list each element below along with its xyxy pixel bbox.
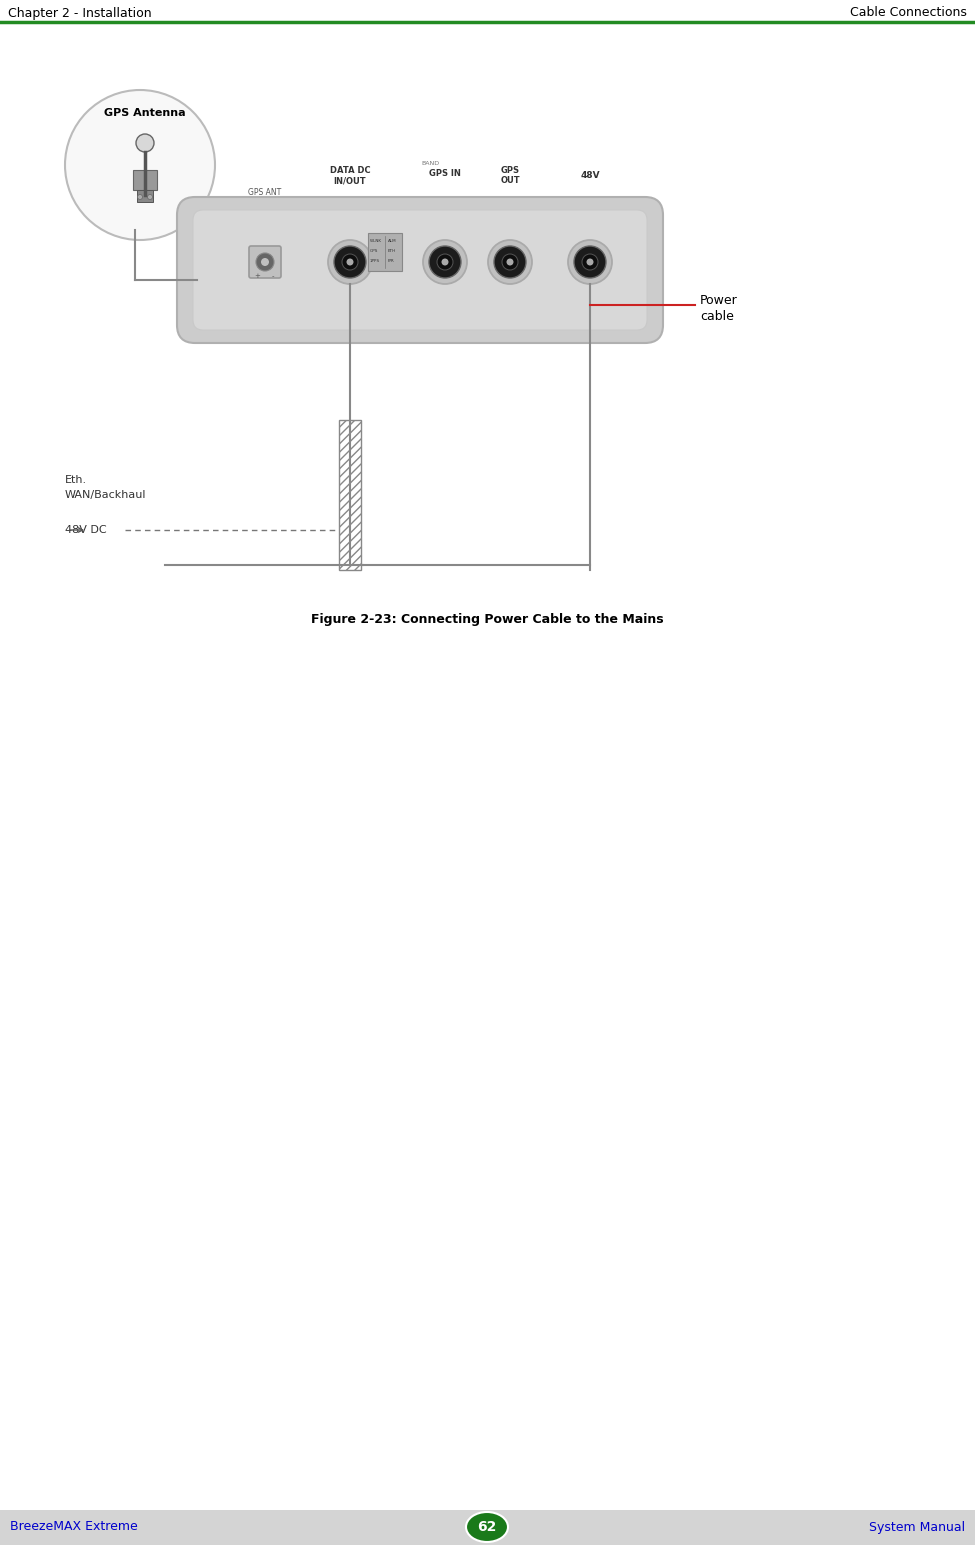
- Text: 48V DC: 48V DC: [65, 525, 106, 535]
- Circle shape: [494, 246, 526, 278]
- Circle shape: [582, 253, 598, 270]
- Text: Figure 2-23: Connecting Power Cable to the Mains: Figure 2-23: Connecting Power Cable to t…: [311, 613, 663, 627]
- Text: P/R: P/R: [388, 260, 395, 263]
- Text: Cable Connections: Cable Connections: [850, 6, 967, 20]
- Circle shape: [442, 258, 448, 266]
- Text: +: +: [254, 273, 260, 280]
- Circle shape: [328, 239, 372, 284]
- Bar: [368, 233, 402, 270]
- Circle shape: [342, 253, 358, 270]
- FancyBboxPatch shape: [177, 198, 663, 343]
- Circle shape: [256, 253, 274, 270]
- Circle shape: [506, 258, 514, 266]
- Text: -: -: [272, 273, 274, 280]
- Bar: [0, 1509, 975, 1545]
- Circle shape: [502, 253, 518, 270]
- Text: Eth.: Eth.: [65, 474, 87, 485]
- Text: 1PPS: 1PPS: [370, 260, 380, 263]
- Text: BAND: BAND: [421, 161, 439, 165]
- Circle shape: [334, 246, 366, 278]
- FancyBboxPatch shape: [249, 246, 281, 278]
- Circle shape: [437, 253, 453, 270]
- Circle shape: [346, 258, 354, 266]
- Ellipse shape: [466, 1513, 508, 1542]
- Circle shape: [261, 258, 269, 266]
- Text: GPS: GPS: [370, 249, 378, 253]
- Text: cable: cable: [700, 311, 734, 323]
- Circle shape: [488, 239, 532, 284]
- Bar: [133, 170, 157, 190]
- Text: Chapter 2 - Installation: Chapter 2 - Installation: [8, 6, 152, 20]
- Text: System Manual: System Manual: [869, 1520, 965, 1534]
- Circle shape: [65, 90, 215, 239]
- Text: WAN/Backhaul: WAN/Backhaul: [65, 490, 146, 501]
- Text: GPS: GPS: [500, 165, 520, 175]
- Text: IN/OUT: IN/OUT: [333, 176, 367, 185]
- Bar: [137, 190, 153, 202]
- Text: BreezeMAX Extreme: BreezeMAX Extreme: [10, 1520, 137, 1534]
- Text: OUT: OUT: [500, 176, 520, 185]
- Bar: [339, 420, 361, 570]
- Text: GPS ANT: GPS ANT: [249, 188, 282, 198]
- FancyBboxPatch shape: [193, 210, 647, 331]
- Text: GPS Antenna: GPS Antenna: [104, 108, 186, 117]
- Text: ETH: ETH: [388, 249, 396, 253]
- Text: GPS IN: GPS IN: [429, 168, 461, 178]
- Circle shape: [137, 195, 142, 199]
- Circle shape: [423, 239, 467, 284]
- Text: 48V: 48V: [580, 171, 600, 181]
- Circle shape: [136, 134, 154, 151]
- Text: ALM: ALM: [388, 239, 397, 243]
- Circle shape: [429, 246, 461, 278]
- Text: 62: 62: [478, 1520, 496, 1534]
- Text: WLNK: WLNK: [370, 239, 382, 243]
- Text: Power: Power: [700, 294, 738, 306]
- Circle shape: [568, 239, 612, 284]
- Circle shape: [147, 195, 152, 199]
- Text: DATA DC: DATA DC: [330, 165, 370, 175]
- Circle shape: [587, 258, 594, 266]
- Circle shape: [574, 246, 606, 278]
